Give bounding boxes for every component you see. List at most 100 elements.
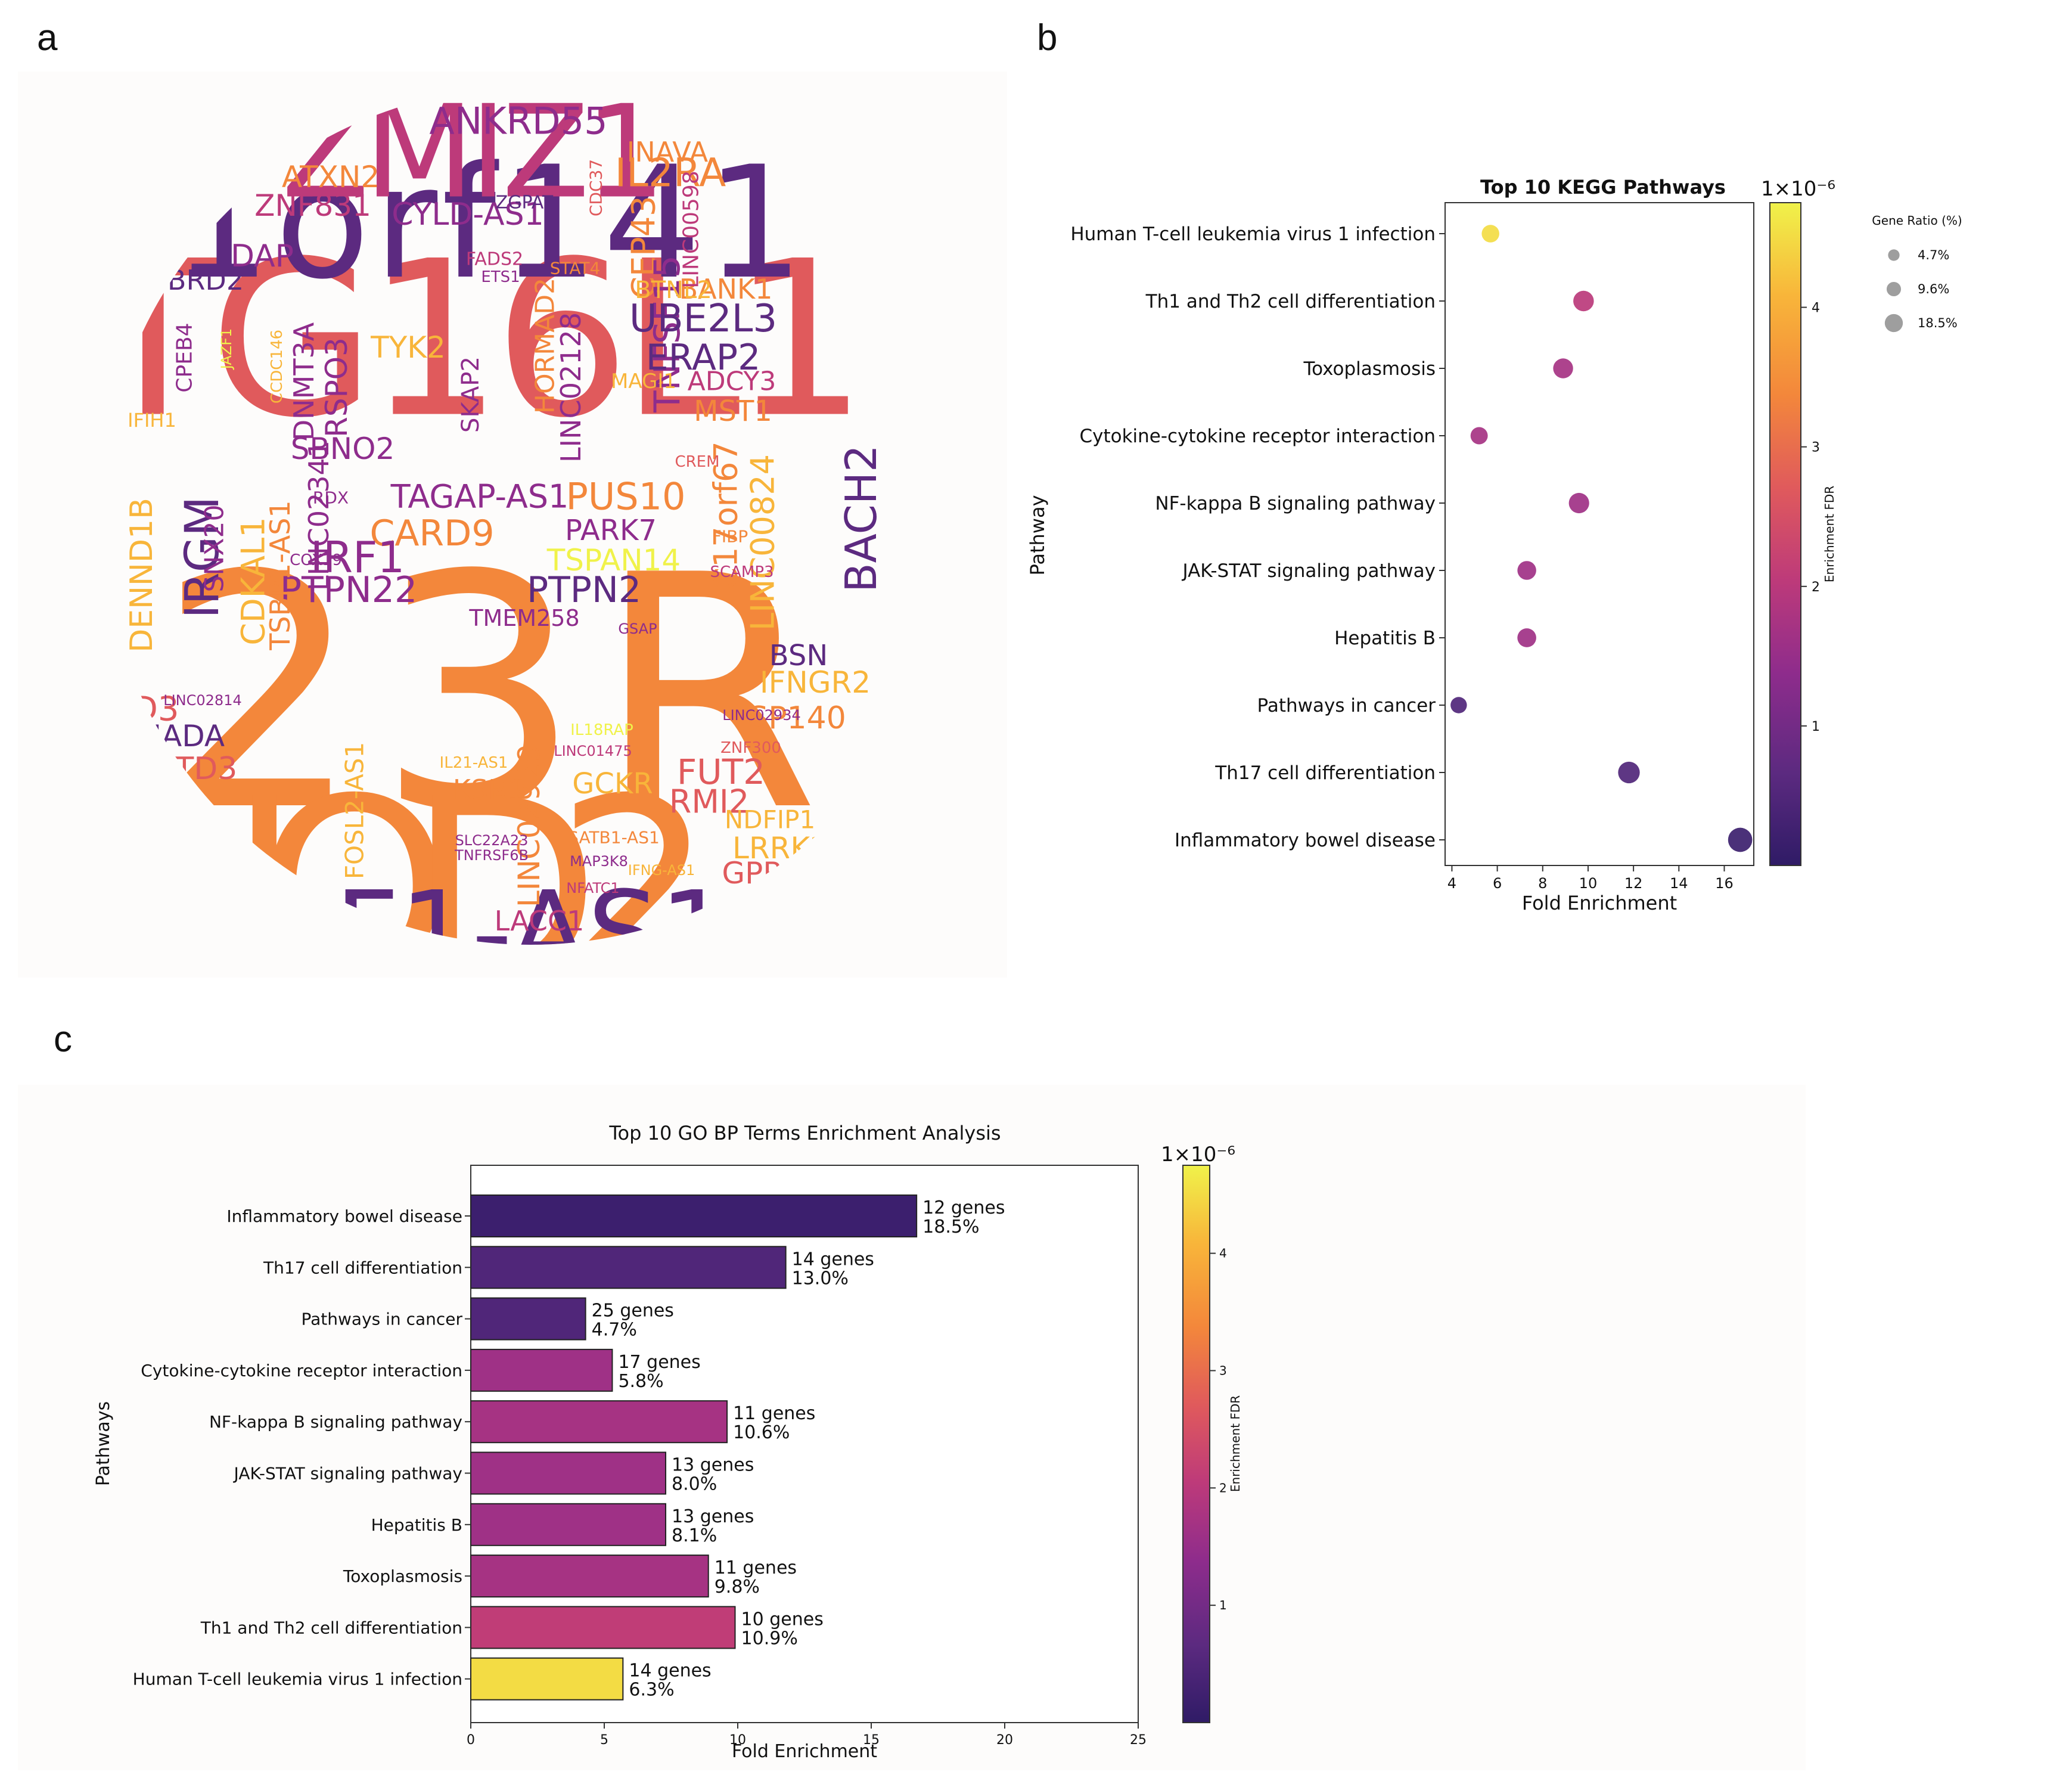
word-cloud-word: IFIH1 <box>128 409 176 432</box>
kegg-dot <box>1573 290 1594 312</box>
go-bar-ratio-label: 8.0% <box>672 1474 717 1495</box>
word-cloud-word: CPEB4 <box>173 322 197 392</box>
kegg-colorbar-exponent: 1×10⁻⁶ <box>1761 177 1835 201</box>
word-cloud-word: ANKRD55 <box>429 100 607 143</box>
go-bar <box>470 1503 667 1546</box>
go-bar-ratio-label: 8.1% <box>672 1525 717 1546</box>
go-colorbar-exponent: 1×10⁻⁶ <box>1161 1143 1235 1166</box>
kegg-x-tick-label: 8 <box>1538 875 1547 892</box>
word-cloud-word: IL21-AS1 <box>440 754 508 772</box>
kegg-dots <box>1450 225 1753 852</box>
kegg-x-tick-label: 10 <box>1579 875 1598 892</box>
word-cloud-word: GSAP <box>618 620 657 637</box>
word-cloud-word: LINC02929 <box>512 744 546 907</box>
go-bar-gene-count-label: 11 genes <box>715 1557 797 1578</box>
word-cloud-word: DENND1B <box>124 498 160 653</box>
word-cloud-word: CEP43 <box>625 196 663 299</box>
kegg-dot <box>1728 827 1753 852</box>
go-y-tick-label: Pathways in cancer <box>302 1310 463 1329</box>
kegg-dot <box>1618 761 1640 784</box>
word-cloud-word: GPR35 <box>722 856 821 891</box>
kegg-y-tick-label: Human T-cell leukemia virus 1 infection <box>1070 224 1436 245</box>
go-x-tick-label: 5 <box>600 1733 608 1748</box>
word-cloud-word: TAGAP-AS1 <box>390 478 569 516</box>
go-bar <box>470 1451 667 1495</box>
word-cloud-word: TMEM258 <box>468 605 579 631</box>
go-colorbar-tick-label: 2 <box>1219 1481 1227 1495</box>
word-cloud-word: ZNF300 <box>720 739 781 757</box>
go-bar-ratio-label: 4.7% <box>592 1320 637 1341</box>
word-cloud-word: LINC01475 <box>554 743 632 759</box>
kegg-colorbar-tick-label: 2 <box>1812 580 1820 595</box>
word-cloud-word: C1orf141 <box>101 134 804 314</box>
word-cloud-word: CARD9 <box>369 513 494 554</box>
word-cloud-word: MST1 <box>694 395 772 428</box>
word-cloud-word: IFNG-AS1 <box>628 862 695 879</box>
word-cloud-word: ETS1 <box>481 268 520 286</box>
go-bar-gene-count-label: 12 genes <box>922 1197 1005 1218</box>
size-legend-title: Gene Ratio (%) <box>1872 213 1962 228</box>
word-cloud-word: GATD3 <box>132 751 238 787</box>
go-bar <box>470 1297 586 1341</box>
go-bar <box>470 1606 736 1649</box>
go-x-ticks: 0 5 10 15 20 25 <box>467 1723 1147 1748</box>
go-colorbar <box>1182 1165 1210 1723</box>
go-colorbar-tick-label: 1 <box>1219 1598 1227 1612</box>
word-cloud-word: IL27 <box>159 803 217 836</box>
word-cloud-word: KSR1 <box>453 774 525 806</box>
word-cloud-word: FIBP <box>712 527 748 547</box>
go-bar-gene-count-label: 13 genes <box>672 1455 754 1476</box>
go-bar-gene-count-label: 13 genes <box>672 1506 754 1527</box>
size-legend-dot <box>1886 281 1902 297</box>
go-y-tick-label: NF-kappa B signaling pathway <box>209 1412 462 1432</box>
kegg-y-tick-label: Toxoplasmosis <box>1303 358 1436 380</box>
panel-b-letter: b <box>1037 17 1058 58</box>
word-cloud-word: FADS2 <box>466 249 523 270</box>
kegg-dot <box>1470 427 1488 445</box>
go-y-tick-label: JAK-STAT signaling pathway <box>233 1464 462 1484</box>
kegg-y-tick-label: JAK-STAT signaling pathway <box>1181 560 1436 582</box>
kegg-y-tick-label: NF-kappa B signaling pathway <box>1155 493 1436 514</box>
size-legend-label: 18.5% <box>1918 316 1958 330</box>
kegg-colorbar-tick-label: 4 <box>1812 301 1820 316</box>
go-bar-gene-count-label: 10 genes <box>741 1609 824 1630</box>
word-cloud-word: RDX <box>313 488 349 508</box>
word-cloud-word: ERAP2 <box>646 337 761 378</box>
word-cloud-word: IRF1-AS1 <box>222 867 731 945</box>
word-cloud-word: LINC00598 <box>679 170 704 288</box>
word-cloud-word: GCKR <box>572 767 653 801</box>
word-cloud-word: LACC1 <box>495 905 585 937</box>
word-cloud-word: PRDM1 <box>138 784 190 801</box>
word-cloud-word: SBNO2 <box>291 432 395 466</box>
word-cloud-word: TSBP1-AS1 <box>264 500 296 650</box>
go-x-tick-label: 20 <box>996 1733 1013 1748</box>
word-cloud-word: TYK2 <box>370 330 446 365</box>
kegg-dot <box>1517 561 1536 580</box>
word-cloud-word: INAVA <box>627 136 709 168</box>
panel-a-letter: a <box>37 17 58 58</box>
go-y-tick-label: Toxoplasmosis <box>343 1566 462 1586</box>
word-cloud-word: ZGPAT <box>496 193 554 213</box>
word-cloud-word: NDFIP1 <box>725 805 815 834</box>
kegg-colorbar-tick-label: 1 <box>1812 719 1820 734</box>
go-bar <box>470 1194 918 1237</box>
size-legend-dot <box>1888 249 1900 261</box>
word-cloud-word: MAGI1 <box>611 370 676 393</box>
go-bar-gene-count-label: 14 genes <box>629 1661 711 1681</box>
word-cloud-word: IFNGR2 <box>760 665 871 700</box>
word-cloud-word: PTPN22 <box>280 569 417 611</box>
go-bar <box>470 1348 613 1392</box>
kegg-x-ticks: 4 6 8 10 12 14 16 <box>1447 865 1734 892</box>
word-cloud-word: BANK1 <box>679 273 773 305</box>
word-cloud-word: IL23R <box>101 507 819 882</box>
word-cloud-word: TEX41 <box>685 918 769 945</box>
kegg-xlabel: Fold Enrichment <box>1522 892 1677 914</box>
kegg-y-tick-label: Pathways in cancer <box>1257 695 1436 716</box>
word-cloud-word: COX19 <box>290 551 342 569</box>
go-bar-gene-count-label: 14 genes <box>792 1249 874 1270</box>
word-cloud-word: SLC22A23 <box>455 832 529 849</box>
go-bar <box>470 1400 728 1444</box>
kegg-plot-frame <box>1445 202 1754 866</box>
word-cloud-word: LINC02341 <box>303 440 335 591</box>
go-x-tick-label: 10 <box>729 1733 746 1748</box>
